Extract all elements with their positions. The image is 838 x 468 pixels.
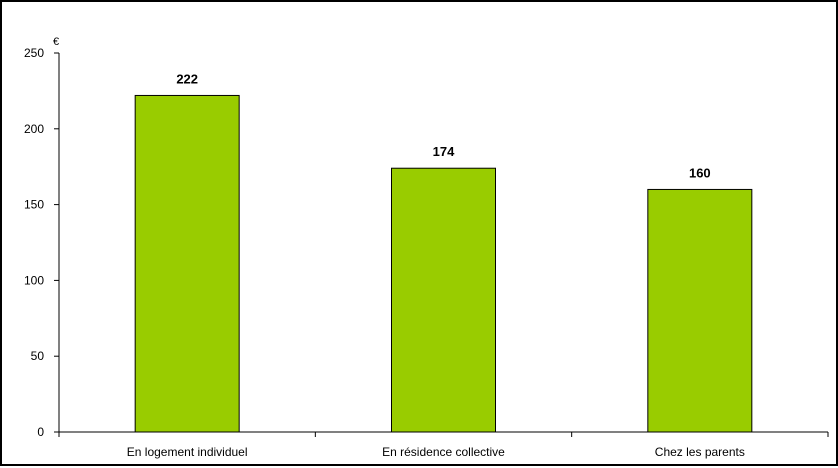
y-tick-label: 50 [31,349,45,363]
category-label: En résidence collective [382,445,505,459]
x-ticks [58,432,829,437]
data-labels: 222 174 160 [176,71,710,180]
bar [134,94,240,433]
data-label: 222 [176,71,198,86]
y-ticks: 0 50 100 150 200 250 [24,46,59,439]
data-label: 174 [433,144,455,159]
y-tick-label: 250 [24,46,44,60]
y-tick-label: 200 [24,122,44,136]
category-label: Chez les parents [655,445,745,459]
data-label: 160 [689,165,711,180]
y-tick-label: 150 [24,198,44,212]
category-labels: En logement individuel En résidence colle… [127,445,745,459]
bar [391,167,496,433]
bar [647,188,753,433]
y-axis-unit-label: € [53,36,59,48]
y-tick-label: 0 [37,425,44,439]
y-tick-label: 100 [24,273,44,287]
bars [134,94,753,433]
category-label: En logement individuel [127,445,248,459]
